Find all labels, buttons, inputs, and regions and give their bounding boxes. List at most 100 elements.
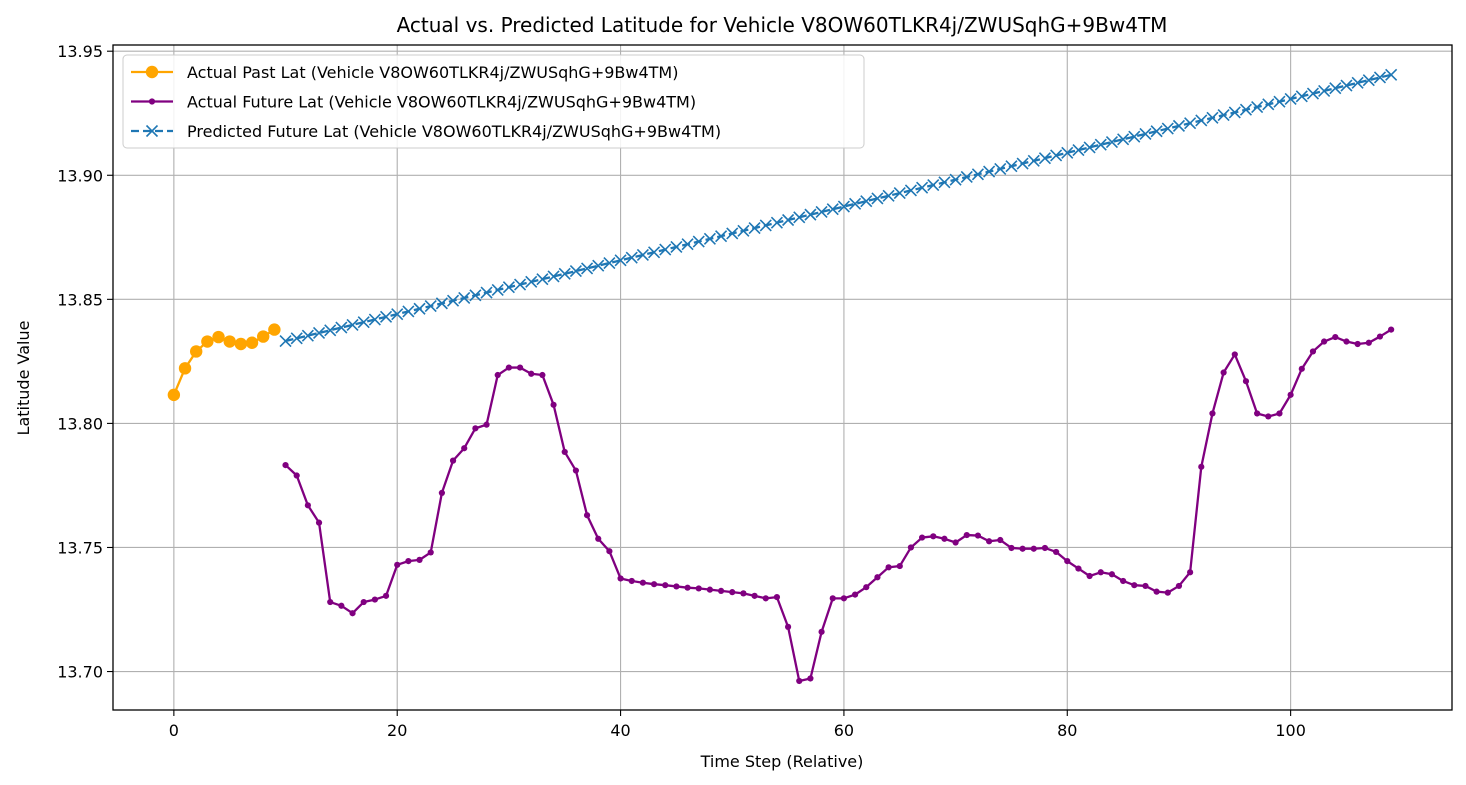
legend-label: Actual Past Lat (Vehicle V8OW60TLKR4j/ZW… [187, 63, 678, 82]
data-point [796, 677, 803, 685]
data-point [592, 259, 605, 272]
data-point [1309, 348, 1317, 355]
data-point [885, 564, 892, 571]
y-axis-label: Latitude Value [14, 321, 33, 436]
data-point [245, 336, 259, 349]
data-point [1094, 138, 1107, 151]
x-tick-label: 100 [1275, 721, 1306, 740]
series-line [285, 73, 1392, 343]
data-point [491, 283, 504, 296]
data-point [1075, 565, 1082, 572]
data-point [324, 324, 337, 337]
data-point [357, 316, 370, 329]
data-point [1064, 558, 1071, 565]
data-point [617, 575, 624, 582]
data-point [1217, 109, 1230, 122]
data-point [1351, 76, 1364, 89]
data-point [997, 536, 1004, 544]
data-point [480, 286, 493, 299]
data-point [1362, 74, 1375, 87]
series-3 [279, 68, 1398, 348]
data-point [1273, 95, 1286, 108]
data-point [740, 590, 747, 597]
data-point [1251, 100, 1264, 114]
data-point [706, 586, 714, 593]
data-point [327, 598, 334, 606]
data-point [435, 297, 448, 310]
data-point [1239, 103, 1253, 116]
axis-ticks: 0 20 40 60 80 100 13.70 13.75 13.80 13.85 13.90 13.… [57, 42, 1306, 740]
data-point [402, 305, 415, 318]
data-point [1295, 90, 1308, 103]
data-point [1388, 326, 1395, 333]
data-point [648, 246, 661, 259]
data-point [994, 162, 1007, 175]
data-point [483, 421, 490, 428]
data-point [335, 321, 348, 334]
data-point [201, 335, 214, 348]
data-point [815, 205, 828, 218]
data-point [1385, 68, 1398, 81]
legend-item: Actual Future Lat (Vehicle V8OW60TLKR4j/… [131, 93, 696, 112]
data-point [717, 587, 725, 594]
data-point [1318, 84, 1331, 97]
grid-lines [113, 45, 1452, 710]
data-point [569, 265, 582, 278]
x-tick-label: 20 [387, 721, 407, 740]
data-point [438, 489, 445, 496]
data-point [1139, 127, 1152, 141]
data-point [1340, 79, 1353, 92]
data-point [715, 230, 728, 243]
data-point [673, 583, 680, 590]
data-point [639, 579, 647, 586]
legend-marker [148, 98, 156, 105]
legend-box [122, 54, 865, 149]
data-point [871, 192, 884, 205]
data-point [282, 461, 289, 469]
data-point [918, 534, 926, 541]
data-point [659, 243, 672, 256]
data-point [1265, 413, 1272, 420]
data-point [1131, 582, 1138, 589]
chart-title: Actual vs. Predicted Latitude for Vehicl… [397, 13, 1168, 37]
data-point [1276, 410, 1283, 417]
data-point [1016, 157, 1029, 170]
y-tick-label: 13.95 [57, 42, 103, 61]
data-point [1365, 339, 1372, 346]
series-2 [282, 326, 1395, 685]
data-point [572, 467, 579, 474]
data-point [762, 595, 769, 602]
series-line [284, 328, 1392, 683]
data-point [1019, 545, 1026, 552]
data-point [1187, 569, 1194, 576]
data-point [793, 211, 806, 224]
legend-item: Actual Past Lat (Vehicle V8OW60TLKR4j/ZW… [131, 63, 678, 82]
data-point [312, 326, 326, 340]
data-point [446, 294, 460, 307]
data-point [829, 595, 836, 602]
data-point [1343, 338, 1350, 345]
data-point [773, 593, 781, 601]
data-point [371, 596, 378, 603]
data-point [379, 310, 393, 323]
data-point [784, 623, 792, 630]
data-point [681, 238, 694, 251]
legend-label: Actual Future Lat (Vehicle V8OW60TLKR4j/… [187, 93, 696, 112]
data-point [346, 318, 359, 331]
data-point [472, 425, 479, 432]
data-point [461, 445, 468, 452]
data-point [167, 388, 181, 402]
x-tick-label: 80 [1057, 721, 1077, 740]
data-point [916, 181, 929, 194]
data-point [550, 401, 557, 408]
data-point [391, 308, 404, 321]
data-point [860, 195, 873, 208]
data-point [1209, 410, 1216, 417]
data-point [603, 256, 616, 270]
data-point [650, 581, 658, 588]
data-point [748, 222, 761, 235]
y-tick-label: 13.90 [57, 166, 103, 185]
data-point [751, 592, 758, 599]
data-point [257, 330, 270, 343]
